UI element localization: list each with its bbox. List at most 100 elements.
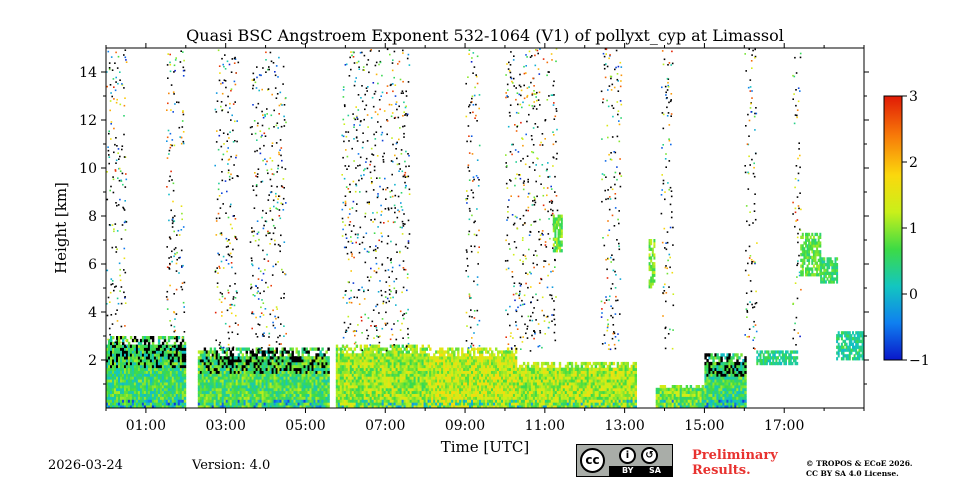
- heatmap-cell: [120, 336, 123, 340]
- heatmap-cell: [343, 347, 347, 351]
- heatmap-cell: [243, 385, 246, 389]
- heatmap-cell: [233, 376, 237, 380]
- heatmap-cell: [155, 390, 159, 394]
- heatmap-cell: [225, 376, 229, 380]
- low-layer-segment: [106, 336, 187, 408]
- heatmap-cell: [139, 402, 143, 406]
- heatmap-cell: [175, 350, 179, 354]
- heatmap-cell: [108, 379, 111, 383]
- heatmap-cell: [205, 385, 209, 389]
- heatmap-cell: [247, 347, 250, 351]
- heatmap-cell: [177, 353, 181, 357]
- heatmap-cell: [149, 393, 153, 397]
- heatmap-cell: [251, 350, 254, 354]
- heatmap-cell: [219, 364, 223, 369]
- heatmap-cell: [229, 379, 233, 383]
- heatmap-cell: [135, 364, 139, 369]
- heatmap-cell: [161, 364, 165, 369]
- heatmap-cell: [122, 338, 125, 343]
- heatmap-cell: [203, 353, 207, 357]
- heatmap-cell: [237, 387, 241, 392]
- heatmap-cell: [245, 359, 248, 363]
- heatmap-cell: [133, 399, 137, 403]
- heatmap-cell: [415, 344, 418, 348]
- heatmap-cell: [255, 379, 258, 383]
- heatmap-cell: [157, 344, 161, 348]
- heatmap-cell: [169, 347, 173, 351]
- heatmap-cell: [207, 390, 211, 394]
- heatmap-cell: [231, 361, 235, 366]
- heatmap-cell: [116, 379, 119, 383]
- heatmap-cell: [143, 382, 147, 386]
- heatmap-cell: [120, 367, 123, 371]
- heatmap-cell: [145, 379, 149, 383]
- heatmap-cell: [243, 373, 246, 377]
- heatmap-cell: [227, 356, 231, 360]
- heatmap-cell: [277, 405, 280, 408]
- heatmap-cell: [215, 402, 219, 406]
- heatmap-cell: [177, 376, 181, 380]
- heatmap-cell: [401, 350, 404, 354]
- heatmap-cell: [110, 356, 113, 360]
- heatmap-cell: [407, 350, 410, 354]
- heatmap-cell: [219, 376, 223, 380]
- heatmap-cell: [205, 350, 209, 354]
- heatmap-cell: [245, 379, 248, 383]
- heatmap-cell: [135, 350, 139, 354]
- heatmap-cell: [213, 396, 217, 400]
- heatmap-cell: [175, 364, 179, 369]
- heatmap-cell: [106, 393, 109, 397]
- heatmap-cell: [122, 387, 125, 392]
- heatmap-cell: [213, 385, 217, 389]
- heatmap-cell: [153, 390, 157, 394]
- heatmap-cell: [221, 347, 225, 351]
- heatmap-cell: [129, 344, 133, 348]
- heatmap-cell: [165, 393, 169, 397]
- heatmap-cell: [139, 356, 143, 360]
- heatmap-cell: [139, 387, 143, 392]
- heatmap-cell: [275, 399, 278, 403]
- heatmap-cell: [112, 350, 115, 354]
- heatmap-cell: [253, 370, 256, 374]
- heatmap-cell: [209, 364, 213, 369]
- heatmap-cell: [207, 364, 211, 369]
- heatmap-cell: [233, 399, 237, 403]
- heatmap-cell: [157, 382, 161, 386]
- heatmap-cell: [181, 370, 185, 374]
- heatmap-cell: [141, 347, 145, 351]
- heatmap-cell: [127, 405, 131, 408]
- heatmap-cell: [201, 393, 205, 397]
- heatmap-cell: [122, 359, 125, 363]
- heatmap-cell: [159, 361, 163, 366]
- heatmap-cell: [147, 356, 151, 360]
- heatmap-cell: [199, 364, 203, 369]
- heatmap-cell: [175, 367, 179, 371]
- heatmap-cell: [175, 382, 179, 386]
- heatmap-cell: [249, 393, 252, 397]
- heatmap-cell: [219, 373, 223, 377]
- heatmap-cell: [106, 390, 109, 394]
- heatmap-cell: [277, 396, 280, 400]
- heatmap-cell: [141, 338, 145, 343]
- heatmap-cell: [169, 379, 173, 383]
- heatmap-cell: [235, 359, 239, 363]
- heatmap-cell: [153, 393, 157, 397]
- heatmap-cell: [173, 402, 177, 406]
- heatmap-cell: [249, 382, 252, 386]
- heatmap-cell: [159, 390, 163, 394]
- heatmap-cell: [277, 361, 280, 366]
- heatmap-cell: [131, 344, 135, 348]
- heatmap-cell: [122, 385, 125, 389]
- heatmap-cell: [179, 356, 183, 360]
- heatmap-cell: [147, 353, 151, 357]
- heatmap-cell: [145, 359, 149, 363]
- heatmap-cell: [177, 379, 181, 383]
- heatmap-cell: [493, 353, 496, 357]
- heatmap-cell: [283, 347, 286, 351]
- heatmap-cell: [108, 402, 111, 406]
- heatmap-cell: [281, 399, 284, 403]
- heatmap-cell: [199, 399, 203, 403]
- heatmap-cell: [141, 393, 145, 397]
- heatmap-cell: [133, 393, 137, 397]
- heatmap-cell: [225, 361, 229, 366]
